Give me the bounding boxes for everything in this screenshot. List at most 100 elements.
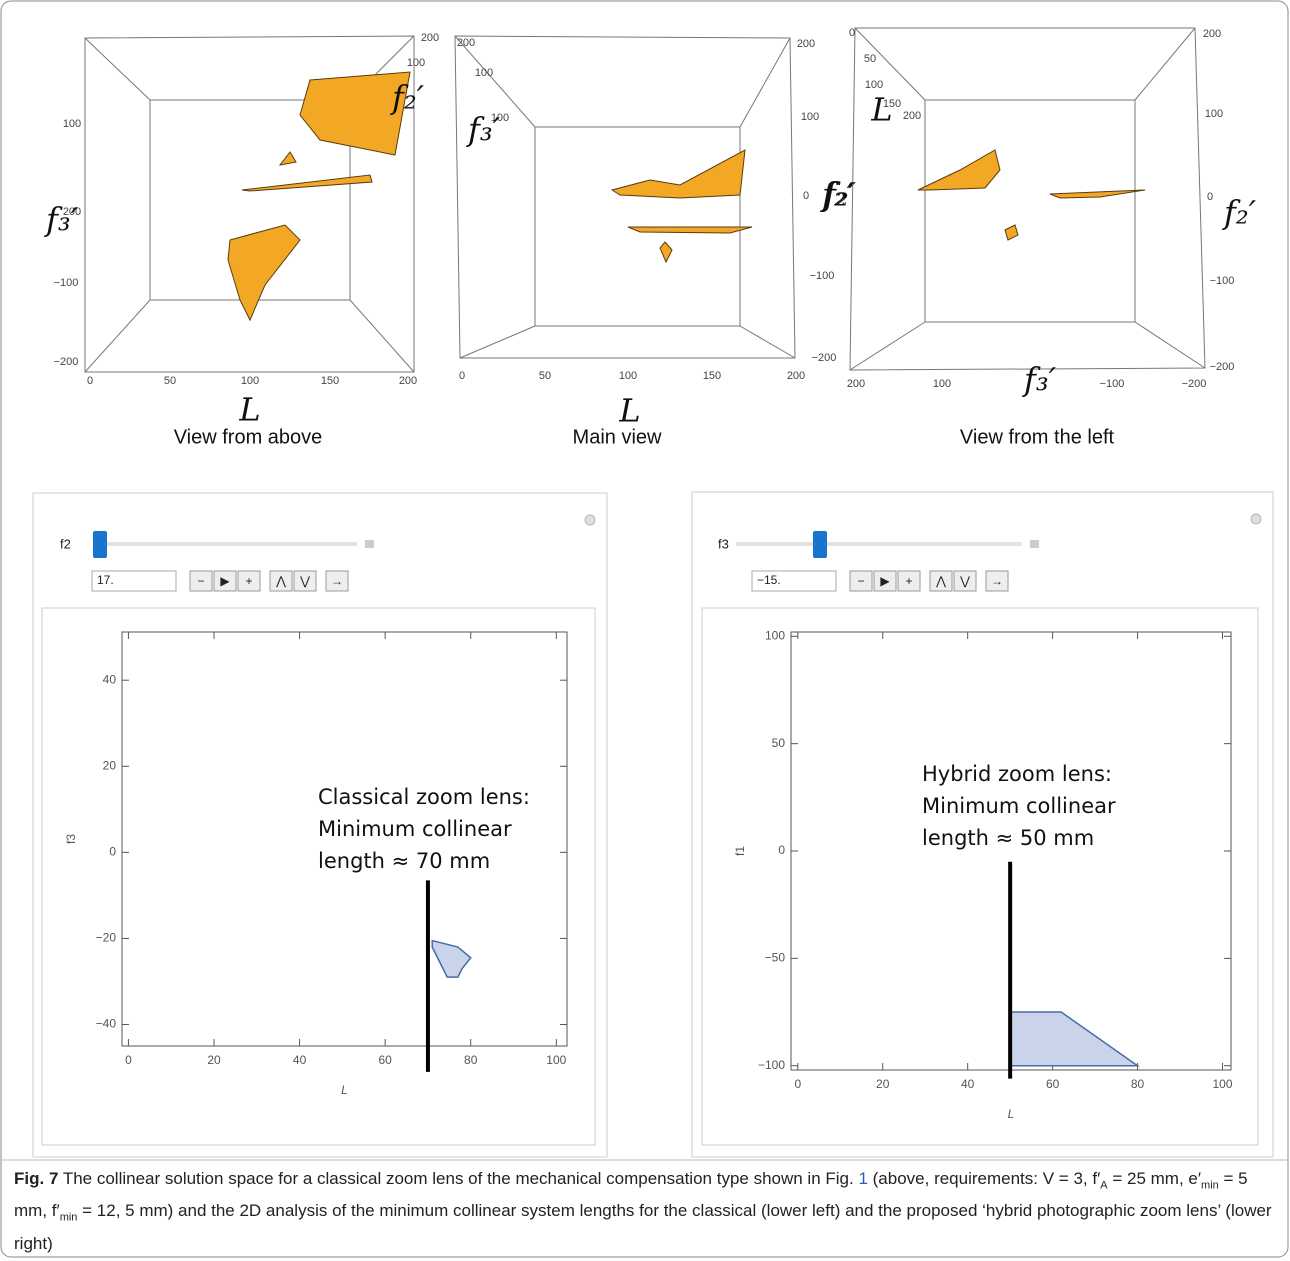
box-edge: [349, 299, 415, 373]
solution-surface: [917, 149, 1001, 191]
tick-label: 150: [321, 375, 339, 387]
box-edge: [739, 325, 796, 359]
annotation: Hybrid zoom lens:: [922, 762, 1112, 786]
annotation: length ≈ 50 mm: [922, 826, 1094, 850]
input-box[interactable]: [751, 570, 837, 592]
tick-label: 100: [241, 375, 259, 387]
caption: Fig. 7 The collinear solution space for …: [14, 1166, 1276, 1257]
tick-label: 200: [399, 375, 417, 387]
caption-text: The collinear solution space for a class…: [58, 1169, 859, 1188]
y-axis-label: f3: [64, 834, 78, 844]
slider-menu[interactable]: [1030, 540, 1039, 548]
button-icon: →: [331, 574, 343, 588]
tick-label: −100: [1210, 275, 1235, 287]
caption-text: = 5 mm, f′: [14, 1169, 1248, 1221]
caption-subscript: min: [1201, 1179, 1219, 1192]
axis-label: L: [618, 392, 640, 430]
tick-label: 0: [849, 27, 855, 39]
tick-label: 100: [63, 118, 81, 130]
solution-surface: [278, 151, 297, 166]
control-button[interactable]: [237, 570, 261, 592]
control-button[interactable]: [897, 570, 921, 592]
tick-label: 0: [803, 190, 809, 202]
caption-text: = 12, 5 mm) and the 2D analysis of the m…: [14, 1201, 1272, 1253]
tick-label: 200: [1203, 28, 1221, 40]
tick-label: 100: [933, 378, 951, 390]
button-icon: −: [197, 574, 204, 588]
control-button[interactable]: [293, 570, 317, 592]
annotation: Classical zoom lens:: [318, 785, 530, 809]
tick-label: 200: [63, 206, 81, 218]
annotation: Minimum collinear: [318, 817, 512, 841]
y-tick-label: −100: [758, 1058, 785, 1072]
slider-label: f3: [718, 536, 729, 551]
solution-region: [431, 939, 472, 978]
axis-label: L: [870, 91, 892, 129]
caption-subscript: min: [59, 1211, 78, 1224]
slider-thumb[interactable]: [813, 531, 827, 558]
tick-label: 100: [407, 57, 425, 69]
axis-label: f₃′: [44, 201, 79, 239]
box-edge: [1134, 27, 1196, 101]
box-edge: [459, 325, 536, 359]
tick-label: 50: [164, 375, 176, 387]
solution-surface: [227, 224, 301, 322]
box-edge: [849, 321, 926, 371]
x-tick-label: 20: [876, 1077, 890, 1091]
control-button[interactable]: [849, 570, 873, 592]
button-icon: +: [905, 574, 912, 588]
box-inner: [924, 99, 1136, 323]
slider-track: [93, 542, 357, 546]
tick-label: 200: [797, 38, 815, 50]
x-tick-label: 0: [125, 1053, 132, 1067]
input-box[interactable]: [91, 570, 177, 592]
tick-label: 0: [87, 375, 93, 387]
button-icon: ⋁: [299, 574, 310, 588]
control-button[interactable]: [269, 570, 293, 592]
control-button[interactable]: [929, 570, 953, 592]
x-tick-label: 80: [1131, 1077, 1145, 1091]
control-button[interactable]: [325, 570, 349, 592]
axis-label: f₂′: [1222, 194, 1257, 232]
button-icon: ⋁: [959, 574, 970, 588]
box-edge: [454, 35, 536, 128]
solution-surface: [1049, 189, 1146, 199]
y-tick-label: 50: [772, 736, 786, 750]
caption-subscript: A: [1100, 1179, 1108, 1192]
x-tick-label: 60: [1046, 1077, 1060, 1091]
x-tick-label: 0: [794, 1077, 801, 1091]
tick-label: 150: [703, 370, 721, 382]
tick-label: −100: [810, 270, 835, 282]
button-icon: +: [245, 574, 252, 588]
control-button[interactable]: [189, 570, 213, 592]
tick-label: 200: [787, 370, 805, 382]
button-icon: −: [857, 574, 864, 588]
tick-label: 200: [457, 37, 475, 49]
control-button[interactable]: [213, 570, 237, 592]
panel-toggle[interactable]: [584, 514, 596, 526]
tick-label: −100: [54, 277, 79, 289]
tick-label: 150: [883, 98, 901, 110]
tick-label: 50: [864, 53, 876, 65]
solution-surface: [299, 71, 411, 156]
box-edge: [854, 27, 926, 101]
slider-thumb[interactable]: [93, 531, 107, 558]
solution-surface: [610, 149, 746, 199]
button-icon: →: [991, 574, 1003, 588]
axis-label: f₃′: [466, 111, 501, 149]
tick-label: 0: [1207, 191, 1213, 203]
slider-menu[interactable]: [365, 540, 374, 548]
control-button[interactable]: [985, 570, 1009, 592]
y-tick-label: 100: [765, 628, 785, 642]
x-axis-label: L: [1008, 1107, 1015, 1121]
caption-label: Fig. 7: [14, 1169, 59, 1188]
control-button[interactable]: [953, 570, 977, 592]
tick-label: 100: [1205, 108, 1223, 120]
axis-label: f₂′: [390, 79, 425, 117]
figure-reference[interactable]: 1: [858, 1169, 868, 1188]
panel-toggle[interactable]: [1250, 513, 1262, 525]
x-tick-label: 20: [207, 1053, 221, 1067]
view-caption: View from the left: [960, 426, 1115, 448]
control-button[interactable]: [873, 570, 897, 592]
